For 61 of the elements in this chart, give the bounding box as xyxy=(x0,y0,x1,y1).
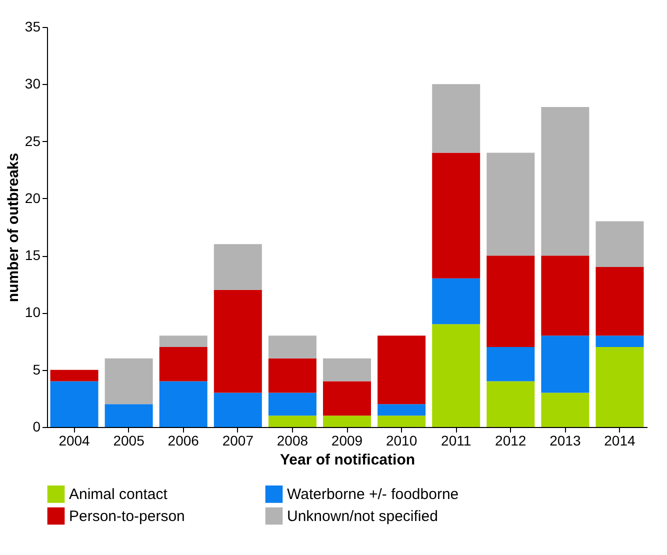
x-axis-title: Year of notification xyxy=(280,452,416,468)
bar xyxy=(323,358,371,382)
bar xyxy=(50,381,98,427)
legend-label: Person-to-person xyxy=(69,508,185,525)
x-tick-label: 2014 xyxy=(604,432,636,448)
bar xyxy=(486,347,535,382)
x-tick-label: 2010 xyxy=(386,432,418,448)
bar xyxy=(214,244,262,290)
y-axis-title: number of outbreaks xyxy=(4,152,22,302)
bar xyxy=(268,416,316,427)
y-tick-label: 10 xyxy=(24,304,41,320)
x-tick-label: 2005 xyxy=(113,432,145,448)
bar xyxy=(486,381,535,427)
bar xyxy=(104,404,153,427)
bar xyxy=(159,381,208,427)
bar xyxy=(378,336,426,404)
bar xyxy=(378,404,426,416)
bar xyxy=(159,336,208,347)
bar xyxy=(432,278,480,324)
x-tick-label: 2008 xyxy=(276,432,308,448)
bar xyxy=(268,336,316,358)
bar xyxy=(323,381,371,416)
y-tick-label: 20 xyxy=(24,190,41,206)
bar xyxy=(50,370,98,382)
y-tick-label: 35 xyxy=(24,18,41,34)
x-tick-label: 2004 xyxy=(58,432,90,448)
x-tick-label: 2011 xyxy=(441,432,472,448)
bar xyxy=(596,336,644,347)
bar xyxy=(378,416,426,427)
y-tick-label: 5 xyxy=(32,361,41,378)
bar xyxy=(323,416,371,427)
bar xyxy=(432,152,480,278)
y-tick-label: 15 xyxy=(24,247,41,264)
bar xyxy=(214,392,262,427)
bar xyxy=(541,336,590,393)
bar xyxy=(432,84,480,153)
legend-label: Waterborne +/- foodborne xyxy=(287,486,459,504)
y-tick-label: 30 xyxy=(24,76,41,92)
legend-label: Unknown/not specified xyxy=(287,508,438,525)
bar xyxy=(268,392,316,416)
bar xyxy=(541,256,590,336)
x-tick-label: 2009 xyxy=(331,432,363,448)
bar xyxy=(486,256,535,347)
legend-label: Animal contact xyxy=(69,486,168,504)
bar xyxy=(486,152,535,256)
x-tick-label: 2013 xyxy=(550,432,581,448)
bar xyxy=(596,221,644,267)
bar xyxy=(432,324,480,427)
bar xyxy=(541,107,590,256)
bar xyxy=(214,290,262,393)
bar xyxy=(541,392,590,427)
x-tick-label: 2006 xyxy=(168,432,200,448)
bar xyxy=(596,347,644,427)
x-tick-label: 2012 xyxy=(495,432,526,448)
bar xyxy=(596,267,644,336)
bar xyxy=(159,347,208,382)
x-tick-label: 2007 xyxy=(222,432,254,448)
y-tick-label: 0 xyxy=(32,418,41,434)
bar xyxy=(104,358,153,404)
bar xyxy=(268,358,316,393)
y-tick-label: 25 xyxy=(24,132,41,149)
